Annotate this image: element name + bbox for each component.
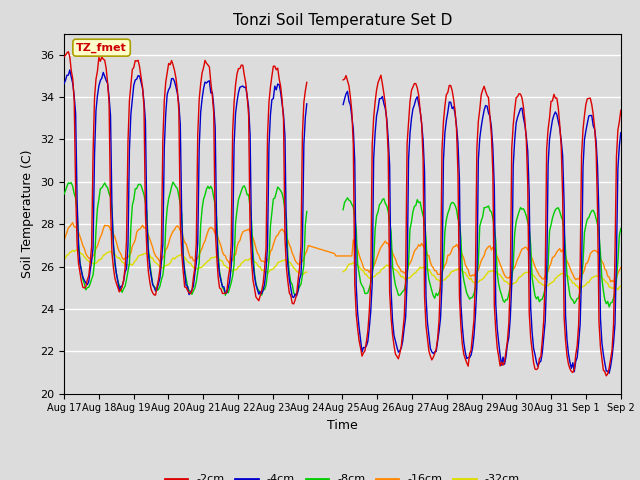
X-axis label: Time: Time [327, 419, 358, 432]
Text: TZ_fmet: TZ_fmet [76, 43, 127, 53]
Legend: -2cm, -4cm, -8cm, -16cm, -32cm: -2cm, -4cm, -8cm, -16cm, -32cm [161, 470, 524, 480]
Title: Tonzi Soil Temperature Set D: Tonzi Soil Temperature Set D [233, 13, 452, 28]
Y-axis label: Soil Temperature (C): Soil Temperature (C) [22, 149, 35, 278]
